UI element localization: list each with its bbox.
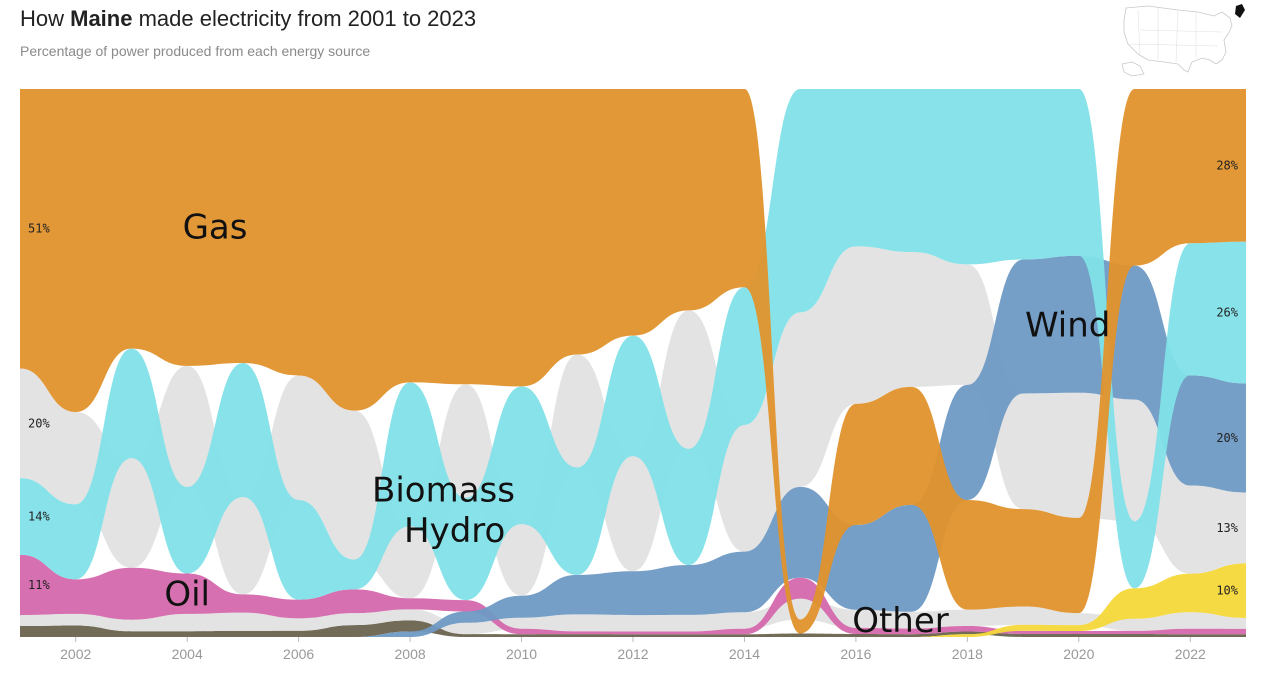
- inline-label-hydro: Hydro: [404, 511, 505, 551]
- us-map-locator-icon: [1121, 4, 1245, 77]
- x-tick-label-2016: 2016: [840, 646, 871, 662]
- start-label-oil: 11%: [28, 578, 50, 592]
- end-label-gas: 28%: [1216, 158, 1238, 172]
- x-tick-label-2018: 2018: [952, 646, 983, 662]
- x-tick-label-2002: 2002: [60, 646, 91, 662]
- maine-highlight: [1235, 4, 1245, 18]
- x-tick-label-2022: 2022: [1175, 646, 1206, 662]
- end-label-wind: 20%: [1216, 431, 1238, 445]
- start-percent-labels: 51% 20% 14% 11%: [28, 222, 50, 592]
- x-tick-label-2020: 2020: [1063, 646, 1094, 662]
- title-state: Maine: [70, 6, 133, 31]
- x-tick-label-2008: 2008: [395, 646, 426, 662]
- x-axis: 2002 2004 2006 2008 2010 2012 2014 2016 2018 2020…: [60, 637, 1206, 662]
- stream-oil: [20, 554, 1246, 635]
- inline-label-wind: Wind: [1025, 306, 1110, 346]
- start-label-hydro: 14%: [28, 509, 50, 523]
- title-suffix: made electricity from 2001 to 2023: [132, 6, 477, 31]
- x-tick-label-2010: 2010: [506, 646, 537, 662]
- x-tick-label-2012: 2012: [617, 646, 648, 662]
- alaska-outline: [1121, 61, 1145, 77]
- x-tick-label-2006: 2006: [283, 646, 314, 662]
- inline-label-biomass: Biomass: [372, 471, 515, 511]
- stream-gas: [20, 89, 1246, 634]
- end-percent-labels: 28% 26% 20% 13% 10%: [1216, 158, 1238, 597]
- inline-label-gas: Gas: [183, 208, 248, 248]
- start-label-gas: 51%: [28, 222, 50, 236]
- end-label-hydro: 26%: [1216, 306, 1238, 320]
- chart-subtitle: Percentage of power produced from each e…: [20, 43, 371, 59]
- title-prefix: How: [20, 6, 71, 31]
- x-tick-label-2014: 2014: [729, 646, 760, 662]
- stream-other: [20, 598, 1246, 635]
- stream-hydro: [20, 89, 1246, 601]
- us-interior-lines: [1129, 8, 1223, 63]
- stream-coal: [20, 620, 1246, 637]
- end-label-biomass: 13%: [1216, 521, 1238, 535]
- us-outline: [1123, 5, 1233, 73]
- inline-label-other: Other: [852, 601, 949, 641]
- stream-biomass: [20, 246, 1246, 599]
- chart-title: How Maine made electricity from 2001 to …: [20, 6, 476, 32]
- start-label-biomass: 20%: [28, 416, 50, 430]
- end-label-solar: 10%: [1216, 584, 1238, 598]
- inline-label-oil: Oil: [164, 575, 210, 615]
- stream-layer: [20, 89, 1246, 638]
- x-tick-label-2004: 2004: [172, 646, 203, 662]
